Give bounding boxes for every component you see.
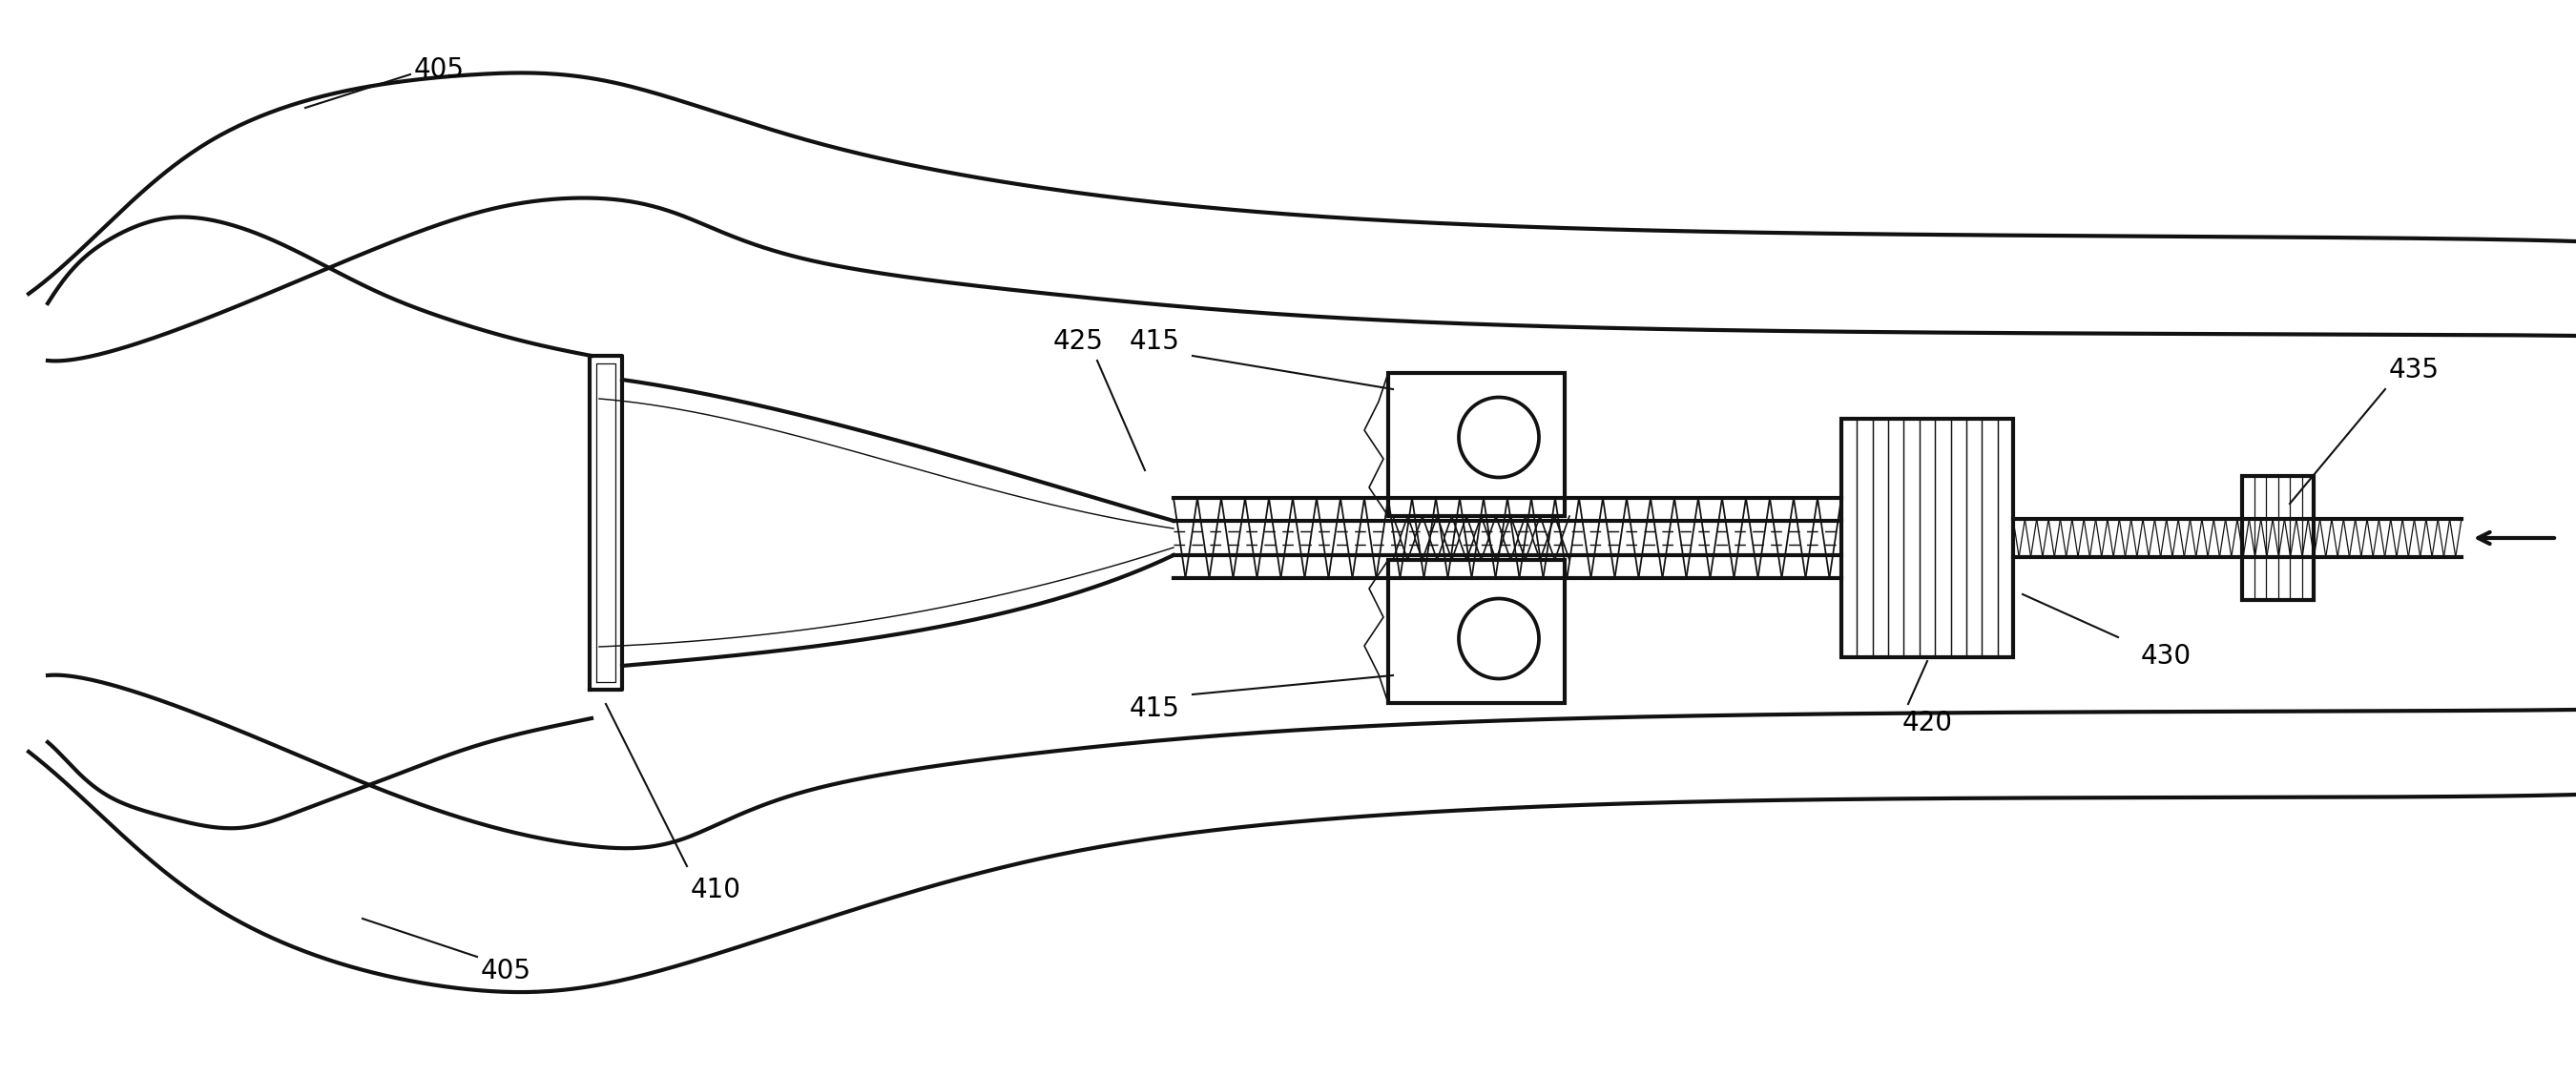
Text: 410: 410 xyxy=(690,877,742,904)
Text: 415: 415 xyxy=(1128,695,1180,722)
Text: 405: 405 xyxy=(479,958,531,985)
Bar xyxy=(1388,560,1564,703)
Text: 430: 430 xyxy=(2141,643,2192,669)
Text: 420: 420 xyxy=(1901,710,1953,736)
Text: 435: 435 xyxy=(2388,357,2439,383)
Circle shape xyxy=(1458,598,1538,679)
Circle shape xyxy=(1458,397,1538,478)
Text: 405: 405 xyxy=(415,56,464,83)
Text: 425: 425 xyxy=(1054,328,1103,355)
Text: 415: 415 xyxy=(1128,328,1180,355)
Bar xyxy=(2241,476,2313,600)
Bar xyxy=(1842,419,2012,657)
Bar xyxy=(1388,373,1564,516)
